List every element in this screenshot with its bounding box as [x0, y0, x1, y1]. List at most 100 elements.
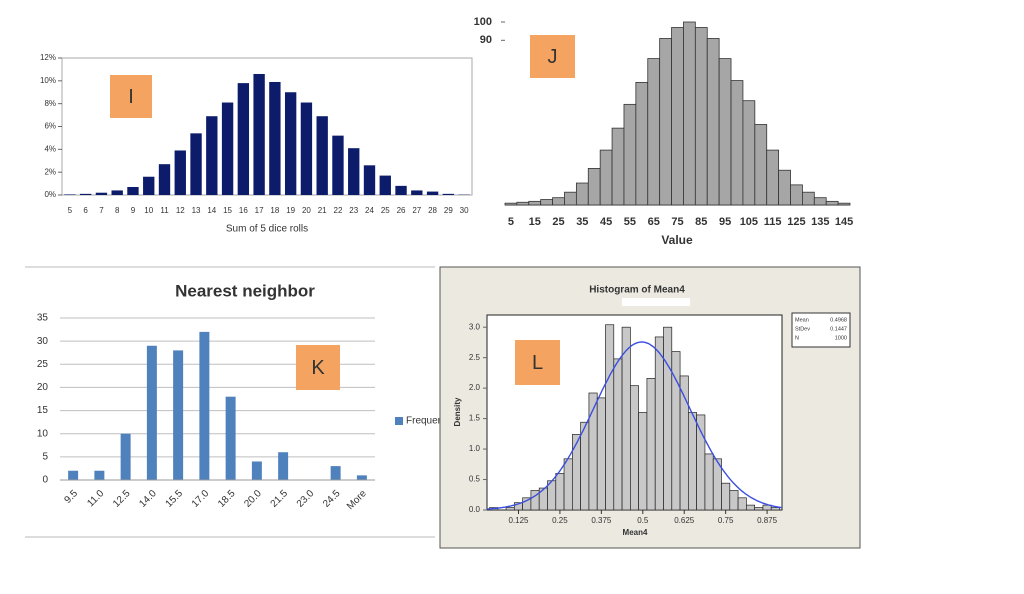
x-tick-label: 135 [811, 216, 829, 228]
bar [587, 167, 601, 206]
y-tick-label: 15 [37, 405, 49, 416]
bar [688, 412, 697, 511]
x-tick-label: 8 [115, 206, 120, 215]
bar [555, 473, 565, 511]
x-tick-label: 0.5 [637, 516, 649, 525]
x-tick-label: 9 [131, 206, 136, 215]
bar [770, 507, 780, 511]
bar [729, 490, 739, 511]
x-tick-label: More [345, 488, 369, 512]
y-tick-label: 10 [37, 428, 49, 439]
bar [596, 397, 606, 511]
bar [174, 150, 186, 195]
bar [647, 58, 661, 206]
x-axis-label: Value [661, 233, 693, 247]
bar [663, 326, 673, 511]
bar [300, 102, 313, 195]
bar [704, 453, 714, 511]
x-tick-label: 25 [552, 216, 564, 228]
bar [654, 336, 664, 511]
x-tick-label: 105 [740, 216, 758, 228]
bar [646, 378, 656, 511]
bar [754, 124, 768, 206]
bar [825, 200, 839, 206]
bar [790, 184, 803, 206]
annotation-box [110, 75, 152, 118]
x-tick-label: 18 [270, 206, 279, 215]
bar [442, 193, 455, 195]
bar [269, 81, 281, 195]
y-tick-label: 20 [37, 382, 49, 393]
bar [146, 345, 157, 480]
bar [190, 133, 202, 195]
y-tick-label: 0.0 [469, 505, 481, 514]
x-tick-label: 0.875 [757, 516, 778, 525]
x-tick-label: 19 [286, 206, 295, 215]
bar [316, 116, 328, 195]
y-tick-label: 1.0 [469, 444, 481, 453]
x-tick-label: 75 [671, 216, 683, 228]
bar [251, 461, 262, 480]
bar [120, 433, 131, 480]
x-tick-label: 0.75 [718, 516, 734, 525]
y-axis-label: Density [453, 397, 462, 426]
x-tick-label: 5 [68, 206, 73, 215]
bar [611, 127, 625, 206]
bar [395, 185, 407, 195]
bar [659, 38, 672, 206]
y-tick-label: 3.0 [469, 322, 481, 331]
bar [111, 190, 123, 195]
x-tick-label: 23 [349, 206, 358, 215]
y-tick-label: 10% [40, 76, 56, 85]
x-tick-label: 18.5 [216, 488, 238, 510]
annotation: L [532, 352, 543, 374]
chart-title: Nearest neighbor [175, 281, 315, 300]
annotation: K [311, 357, 325, 379]
stats-label: N [795, 335, 799, 341]
x-axis-label: Sum of 5 dice rolls [226, 224, 308, 235]
x-tick-label: 27 [412, 206, 421, 215]
stats-box [791, 312, 851, 348]
bar [363, 165, 376, 195]
bar [206, 116, 218, 195]
bar [813, 197, 827, 206]
annotation: I [128, 86, 134, 108]
stats-label: StDev [795, 326, 810, 332]
x-tick-label: 11 [160, 206, 169, 215]
x-tick-label: 9.5 [63, 488, 81, 506]
bar [572, 434, 581, 511]
bar [671, 27, 684, 206]
y-tick-label: 12% [40, 53, 56, 62]
annotation: J [548, 46, 558, 68]
y-tick-label: 35 [37, 313, 49, 324]
stats-value: 0.1447 [830, 326, 847, 332]
x-tick-label: 25 [381, 206, 390, 215]
bar [516, 201, 530, 206]
bar [635, 81, 649, 206]
bar [605, 324, 615, 511]
stats-value: 0.4968 [830, 317, 847, 323]
bar [623, 103, 637, 206]
bar [696, 414, 706, 511]
bar [742, 100, 756, 206]
bar [64, 194, 76, 195]
bar [127, 187, 139, 195]
y-tick-label: 0.5 [469, 475, 481, 484]
x-tick-label: 21.5 [269, 488, 291, 510]
x-tick-label: 12 [176, 206, 185, 215]
y-tick-label: 90 [480, 34, 492, 46]
x-tick-label: 14.0 [137, 488, 159, 510]
x-tick-label: 15 [223, 206, 232, 215]
y-tick-label: 30 [37, 336, 49, 347]
y-tick-label: 6% [44, 122, 56, 131]
bar [68, 470, 79, 480]
bar [706, 38, 720, 206]
x-tick-label: 85 [695, 216, 707, 228]
annotation-box [530, 35, 575, 78]
bar [199, 331, 210, 480]
bar [225, 396, 236, 480]
bar [356, 475, 367, 480]
bar [575, 182, 589, 206]
annotation-box [296, 345, 340, 390]
